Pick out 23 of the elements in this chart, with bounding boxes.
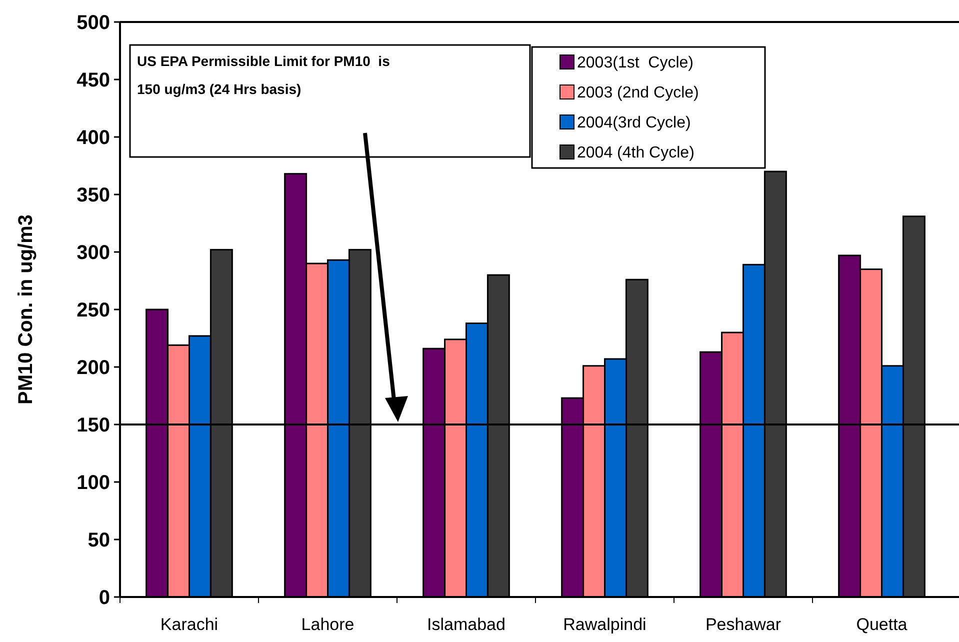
y-tick-label: 250 [76,300,110,322]
y-tick-label: 500 [76,12,110,34]
y-tick-label: 200 [76,357,110,379]
y-tick-label: 0 [98,587,110,609]
x-tick-label: Islamabad [427,615,506,634]
annotation: US EPA Permissible Limit for PM10 is 150 ug/m3 (24 Hrs basis) [137,53,390,97]
y-tick-label: 100 [76,472,110,494]
y-tick-label: 450 [76,70,110,92]
x-tick-label: Lahore [301,615,354,634]
legend-label: 2004 (4th Cycle) [577,144,694,162]
y-tick-label: 150 [76,414,110,436]
x-tick-label: Peshawar [705,615,782,634]
legend-label: 2003 (2nd Cycle) [577,84,699,102]
y-tick-label: 350 [76,184,110,206]
legend-label: 2003(1st Cycle) [577,54,694,72]
y-axis-title: PM10 Con. in ug/m3 [15,214,37,405]
y-tick-label: 300 [76,242,110,264]
x-tick-label: Karachi [160,615,218,634]
x-tick-label: Rawalpindi [563,615,646,634]
y-tick-label: 400 [76,127,110,149]
y-tick-label: 50 [88,530,110,552]
legend-label: 2004(3rd Cycle) [577,114,691,132]
x-tick-label: Quetta [856,615,908,634]
